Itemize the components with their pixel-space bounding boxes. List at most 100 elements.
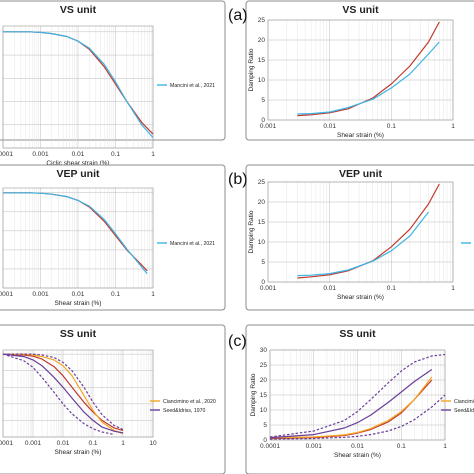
y-axis-label: Damping Ratio [250,373,257,416]
y-tick-label: 15 [260,392,268,399]
x-tick-label: 0.1 [111,291,120,298]
x-tick-label: 0.001 [32,291,49,298]
x-tick-label: 0.001 [260,123,277,130]
x-tick-label: 0.0001 [260,443,280,450]
panel-frame [245,0,474,141]
x-axis-label: Shear strain (%) [337,132,384,139]
x-tick-label: 0.1 [387,123,396,130]
x-axis-label: Shear strain (%) [55,300,102,307]
legend-entry: Mancini et al., 2021 [170,241,215,247]
panel-frame [0,164,226,311]
x-tick-label: 1 [443,443,447,450]
chart-panel-ss-left: 0.0001 0.001 0.01 0.1 1 10 SS unit Shear strain… [0,324,226,474]
x-tick-label: 0.01 [72,151,85,158]
series-line-4 [269,353,446,438]
chart-title: SS unit [339,328,376,340]
y-tick-label: 25 [260,362,268,369]
x-tick-label: 10 [149,440,157,447]
series-line-1 [2,353,124,431]
x-tick-label: 0.01 [323,123,336,130]
y-tick-label: 25 [258,17,266,24]
panel-frame [0,0,226,141]
x-tick-label: 0.1 [111,151,120,158]
series-line-2 [269,376,433,439]
x-tick-label: 1 [451,285,455,292]
x-tick-label: 0.1 [397,443,406,450]
panel-label-b: (b) [228,171,248,188]
x-axis-label: Shear strain (%) [337,294,384,301]
series-line-2 [3,31,154,138]
plot-area [267,181,454,283]
y-tick-label: 25 [258,179,266,186]
chart-title: SS unit [60,328,97,340]
x-tick-label: 0.0001 [0,440,13,447]
series-line-2 [3,192,148,275]
y-tick-label: 10 [258,77,266,84]
plot-area [2,187,154,289]
plot-area [2,25,154,149]
grid [2,188,154,289]
chart-title: VEP unit [57,168,100,180]
x-tick-label: 1 [151,151,155,158]
legend-entry: Mancini et al., 2021 [170,83,215,89]
x-tick-label: 1 [451,123,455,130]
series-line-3 [269,369,433,439]
x-tick-label: 0.001 [25,440,42,447]
y-axis-label: Damping Ratio [248,210,255,253]
y-tick-label: 0 [261,279,265,286]
x-tick-label: 0.01 [57,440,70,447]
panel-frame [245,164,474,311]
x-tick-label: 0.01 [323,285,336,292]
x-tick-label: 1 [151,291,155,298]
plot-area [267,19,454,121]
chart-title: VS unit [60,4,97,16]
grid [2,350,154,438]
x-tick-label: 0.0001 [0,151,13,158]
y-tick-label: 20 [258,37,266,44]
y-tick-label: 15 [258,219,266,226]
x-tick-label: 0.1 [88,440,97,447]
series-line-5 [269,394,446,440]
x-axis-label: Ciclic shear strain (%) [46,160,109,167]
legend-entry: Seed&Idriss, 1970 [163,408,206,414]
y-tick-label: 10 [260,407,268,414]
x-tick-label: 0.1 [387,285,396,292]
panel-label-a: (a) [228,7,248,24]
y-tick-label: 20 [260,377,268,384]
legend-entry: Ciancimino [454,399,474,405]
series-line-1 [297,21,440,117]
x-tick-label: 0.001 [306,443,323,450]
y-tick-label: 0 [261,117,265,124]
legend-entry: Ciancimino et al., 2020 [163,399,216,405]
y-tick-label: 0 [263,437,267,444]
y-tick-label: 30 [260,347,268,354]
plot-area [2,349,154,438]
x-tick-label: 0.0001 [0,291,13,298]
series-line-3 [2,353,124,434]
series-line-2 [3,353,124,435]
y-tick-label: 10 [258,239,266,246]
y-tick-label: 5 [263,422,267,429]
x-tick-label: 0.001 [32,151,49,158]
y-tick-label: 15 [258,57,266,64]
x-tick-label: 0.01 [351,443,364,450]
series-line-5 [3,353,124,431]
y-tick-label: 20 [258,199,266,206]
series-line-2 [297,41,440,115]
chart-title: VS unit [342,4,379,16]
y-tick-label: 5 [261,259,265,266]
y-tick-label: 5 [261,97,265,104]
chart-title: VEP unit [339,168,382,180]
y-axis-label: Damping Ratio [248,48,255,91]
panel-label-c: (c) [228,333,247,350]
x-tick-label: 0.001 [260,285,277,292]
x-tick-label: 1 [121,440,125,447]
chart-panel-vs-left: 0.0001 0.001 0.01 0.1 1 VS unit Ciclic shear s… [0,0,226,167]
legend-entry: Seed&Id [454,408,474,414]
series-line-2 [297,211,429,277]
x-axis-label: Shear strain (%) [334,452,381,459]
x-axis-label: Shear strain (%) [55,449,102,456]
